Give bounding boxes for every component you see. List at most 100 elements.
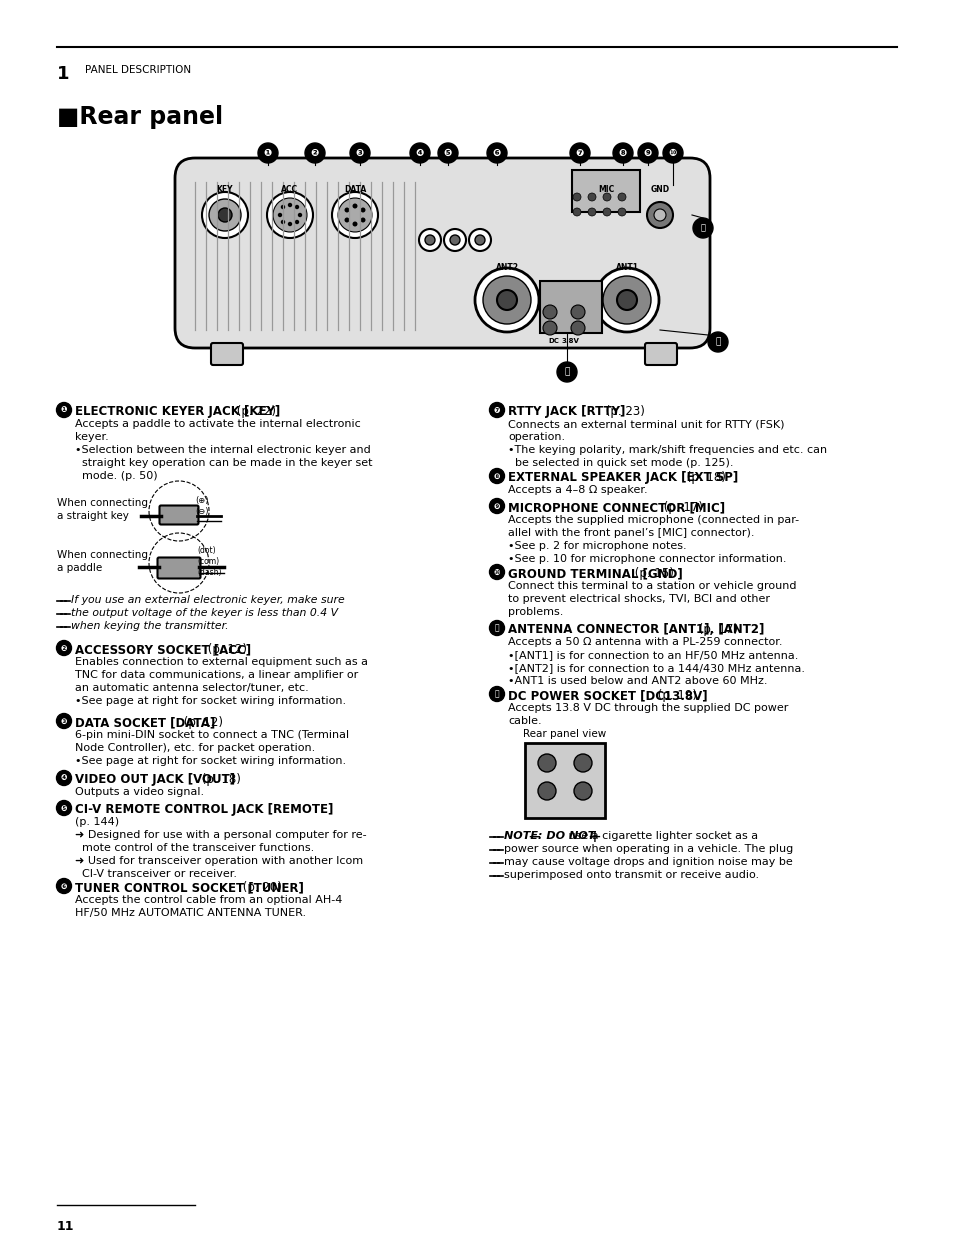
Circle shape	[618, 207, 625, 216]
Text: GROUND TERMINAL [GND]: GROUND TERMINAL [GND]	[507, 567, 682, 580]
Circle shape	[344, 207, 349, 212]
Text: 3.8V: 3.8V	[561, 338, 579, 345]
Text: ❽: ❽	[618, 148, 626, 158]
Circle shape	[350, 143, 370, 163]
Text: NOTE: DO NOT: NOTE: DO NOT	[503, 831, 595, 841]
Text: Connects an external terminal unit for RTTY (FSK): Connects an external terminal unit for R…	[507, 419, 783, 429]
Circle shape	[267, 191, 313, 238]
Circle shape	[571, 305, 584, 319]
Text: Ⓐ: Ⓐ	[495, 624, 498, 632]
Circle shape	[486, 143, 506, 163]
Text: keyer.: keyer.	[75, 432, 109, 442]
Text: operation.: operation.	[507, 432, 564, 442]
Circle shape	[587, 207, 596, 216]
Circle shape	[277, 212, 282, 217]
Text: •ANT1 is used below and ANT2 above 60 MHz.: •ANT1 is used below and ANT2 above 60 MH…	[507, 676, 767, 685]
Text: mote control of the transceiver functions.: mote control of the transceiver function…	[75, 844, 314, 853]
Circle shape	[489, 687, 504, 701]
Text: ACCESSORY SOCKET [ACC]: ACCESSORY SOCKET [ACC]	[75, 643, 251, 656]
Text: •See p. 10 for microphone connector information.: •See p. 10 for microphone connector info…	[507, 555, 785, 564]
Circle shape	[638, 143, 658, 163]
Circle shape	[595, 268, 659, 332]
Circle shape	[573, 193, 580, 201]
Text: +: +	[586, 827, 600, 846]
Circle shape	[542, 321, 557, 335]
Circle shape	[617, 290, 637, 310]
Circle shape	[497, 290, 517, 310]
Circle shape	[297, 212, 302, 217]
Text: •The keying polarity, mark/shift frequencies and etc. can: •The keying polarity, mark/shift frequen…	[507, 445, 826, 454]
Text: Enables connection to external equipment such as a: Enables connection to external equipment…	[75, 657, 368, 667]
Text: ACC: ACC	[281, 185, 298, 194]
Text: •See p. 2 for microphone notes.: •See p. 2 for microphone notes.	[507, 541, 686, 551]
Circle shape	[56, 800, 71, 815]
Text: use a cigarette lighter socket as a: use a cigarette lighter socket as a	[564, 831, 758, 841]
Text: ❽: ❽	[494, 472, 499, 480]
Circle shape	[273, 198, 307, 232]
Circle shape	[437, 143, 457, 163]
Text: 11: 11	[57, 1220, 74, 1233]
Circle shape	[337, 198, 372, 232]
Text: straight key operation can be made in the keyer set: straight key operation can be made in th…	[75, 458, 372, 468]
Circle shape	[443, 228, 465, 251]
FancyBboxPatch shape	[572, 170, 639, 212]
Text: ➜ Designed for use with a personal computer for re-: ➜ Designed for use with a personal compu…	[75, 830, 366, 840]
Text: GND: GND	[650, 185, 669, 194]
Text: RTTY JACK [RTTY]: RTTY JACK [RTTY]	[507, 405, 625, 417]
Text: Outputs a video signal.: Outputs a video signal.	[75, 787, 204, 797]
Circle shape	[692, 219, 712, 238]
Circle shape	[56, 641, 71, 656]
Circle shape	[587, 193, 596, 201]
Circle shape	[294, 205, 299, 209]
Text: (dash): (dash)	[196, 568, 221, 577]
Text: ❼: ❼	[494, 405, 499, 415]
Text: •Selection between the internal electronic keyer and: •Selection between the internal electron…	[75, 445, 371, 454]
Text: If you use an external electronic keyer, make sure: If you use an external electronic keyer,…	[71, 595, 344, 605]
Text: (p. 19): (p. 19)	[654, 689, 697, 701]
Text: DATA SOCKET [DATA]: DATA SOCKET [DATA]	[75, 716, 215, 729]
Circle shape	[56, 878, 71, 893]
FancyBboxPatch shape	[644, 343, 677, 366]
Text: ■Rear panel: ■Rear panel	[57, 105, 223, 128]
Circle shape	[209, 199, 241, 231]
Text: ❻: ❻	[493, 148, 500, 158]
Circle shape	[542, 305, 557, 319]
Text: ANT1: ANT1	[615, 263, 638, 272]
Text: −: −	[526, 827, 540, 846]
Text: DATA: DATA	[343, 185, 366, 194]
Text: KEY: KEY	[216, 185, 233, 194]
Text: ❶: ❶	[61, 405, 67, 415]
Text: ❹: ❹	[416, 148, 424, 158]
Text: (p. 22): (p. 22)	[233, 405, 275, 417]
Circle shape	[288, 203, 292, 207]
Circle shape	[202, 191, 248, 238]
Circle shape	[450, 235, 459, 245]
Circle shape	[475, 268, 538, 332]
Text: Accepts a paddle to activate the internal electronic: Accepts a paddle to activate the interna…	[75, 419, 360, 429]
Text: When connecting: When connecting	[57, 498, 148, 508]
Circle shape	[613, 143, 633, 163]
Circle shape	[475, 235, 484, 245]
Circle shape	[557, 362, 577, 382]
Circle shape	[280, 220, 285, 225]
Circle shape	[218, 207, 232, 222]
Text: PANEL DESCRIPTION: PANEL DESCRIPTION	[85, 65, 191, 75]
Text: mode. (p. 50): mode. (p. 50)	[75, 471, 157, 480]
Circle shape	[360, 217, 365, 222]
Text: When connecting: When connecting	[57, 550, 148, 559]
Text: HF/50 MHz AUTOMATIC ANTENNA TUNER.: HF/50 MHz AUTOMATIC ANTENNA TUNER.	[75, 908, 306, 918]
Text: superimposed onto transmit or receive audio.: superimposed onto transmit or receive au…	[503, 869, 759, 881]
Text: (p. 18): (p. 18)	[682, 471, 725, 484]
Circle shape	[489, 468, 504, 483]
Text: CI-V transceiver or receiver.: CI-V transceiver or receiver.	[75, 869, 236, 879]
Circle shape	[56, 714, 71, 729]
Text: the output voltage of the keyer is less than 0.4 V: the output voltage of the keyer is less …	[71, 608, 337, 618]
Circle shape	[489, 620, 504, 636]
Text: an automatic antenna selector/tuner, etc.: an automatic antenna selector/tuner, etc…	[75, 683, 309, 693]
Text: ❿: ❿	[668, 148, 677, 158]
Circle shape	[352, 204, 357, 209]
Text: ❾: ❾	[643, 148, 652, 158]
Text: ❻: ❻	[61, 882, 67, 890]
Circle shape	[410, 143, 430, 163]
FancyBboxPatch shape	[539, 282, 601, 333]
